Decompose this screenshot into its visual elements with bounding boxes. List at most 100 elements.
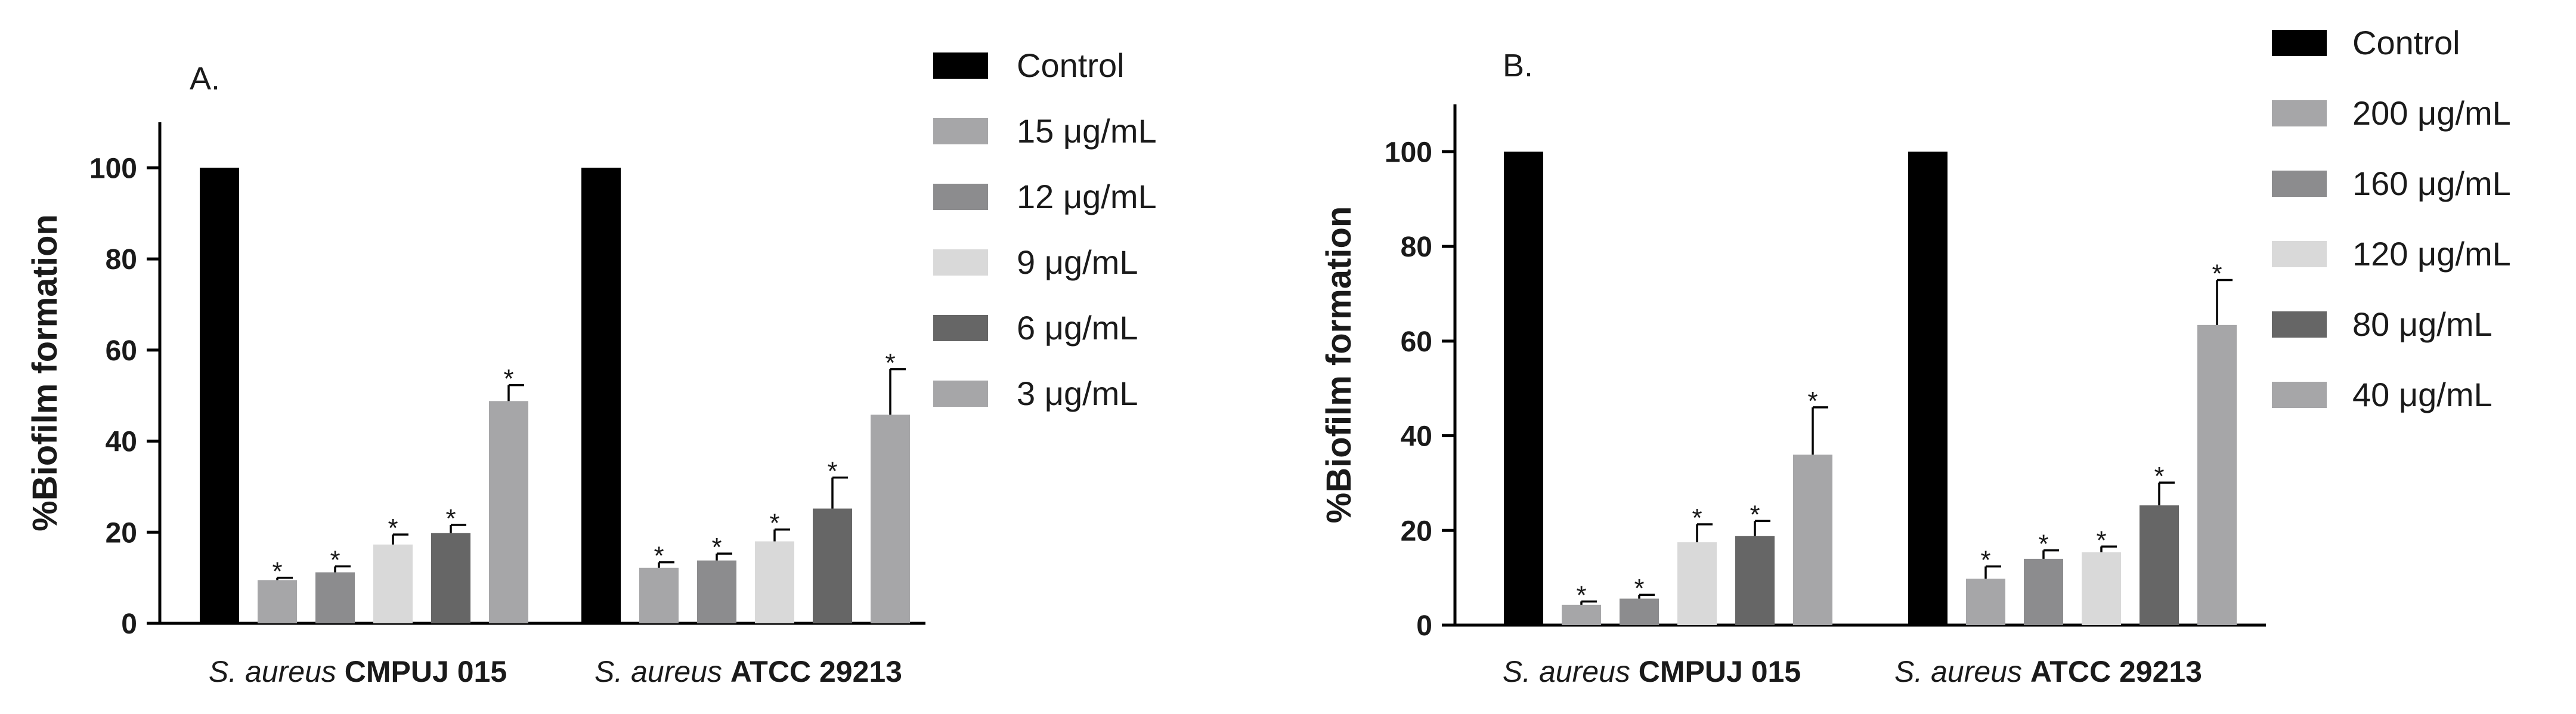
bar-6-g-ml xyxy=(813,508,852,623)
significance-marker: * xyxy=(711,533,722,562)
significance-marker: * xyxy=(1576,580,1586,610)
bar-15-g-ml xyxy=(258,580,297,623)
significance-marker: * xyxy=(885,348,895,378)
legend-swatch xyxy=(2272,311,2327,338)
legend-label: 80 μg/mL xyxy=(2352,305,2493,343)
significance-marker: * xyxy=(2212,259,2222,288)
y-tick-label: 40 xyxy=(106,426,137,458)
legend-label: Control xyxy=(1017,47,1125,84)
legend-swatch xyxy=(933,118,988,144)
bar-160-g-ml xyxy=(1620,598,1659,625)
y-tick-label: 20 xyxy=(1401,515,1432,547)
y-tick-label: 0 xyxy=(1416,610,1432,642)
significance-marker: * xyxy=(1750,500,1760,529)
significance-marker: * xyxy=(1980,546,1990,575)
significance-marker: * xyxy=(654,542,664,571)
legend-swatch xyxy=(2272,171,2327,197)
significance-marker: * xyxy=(2096,526,2106,555)
y-tick-label: 40 xyxy=(1401,421,1432,453)
bar-9-g-ml xyxy=(755,541,794,623)
legend-swatch xyxy=(933,315,988,341)
bar-80-g-ml xyxy=(2140,505,2179,625)
legend-label: 200 μg/mL xyxy=(2352,94,2511,132)
bar-9-g-ml xyxy=(373,544,413,623)
group-species: S. aureus xyxy=(1503,655,1630,688)
significance-marker: * xyxy=(1634,574,1644,603)
group-species: S. aureus xyxy=(209,655,336,688)
y-axis-label: %Biofilm formation xyxy=(26,214,64,531)
significance-marker: * xyxy=(330,546,340,575)
legend-label: 3 μg/mL xyxy=(1017,375,1138,412)
legend-swatch xyxy=(2272,382,2327,408)
y-tick-label: 60 xyxy=(106,335,137,367)
bar-120-g-ml xyxy=(2082,552,2121,625)
panel-label: B. xyxy=(1503,48,1533,84)
y-tick-label: 60 xyxy=(1401,326,1432,358)
bar-80-g-ml xyxy=(1735,536,1775,625)
significance-marker: * xyxy=(388,514,398,543)
bar-control xyxy=(1908,152,1948,625)
y-tick-label: 80 xyxy=(1401,231,1432,263)
legend: Control 200 μg/mL 160 μg/mL 120 μg/mL 80 μg/… xyxy=(2272,24,2511,413)
y-axis-label: %Biofilm formation xyxy=(1320,206,1358,524)
legend: Control 15 μg/mL 12 μg/mL 9 μg/mL 6 μg/mL 3 μ… xyxy=(933,47,1157,412)
significance-marker: * xyxy=(503,364,513,394)
bar-6-g-ml xyxy=(431,533,470,623)
significance-marker: * xyxy=(827,457,837,486)
significance-marker: * xyxy=(2154,462,2164,491)
legend-swatch xyxy=(2272,100,2327,126)
legend-swatch xyxy=(933,381,988,407)
legend-swatch xyxy=(2272,30,2327,56)
significance-marker: * xyxy=(1807,387,1818,416)
legend-label: 9 μg/mL xyxy=(1017,243,1138,281)
y-tick-label: 100 xyxy=(89,153,137,184)
group-strain: ATCC 29213 xyxy=(2030,655,2202,688)
chart-panel-a: A. %Biofilm formation 0 20 40 60 80 100 * * * * * S. … xyxy=(26,47,1157,688)
bar-3-g-ml xyxy=(871,415,910,623)
legend-label: 120 μg/mL xyxy=(2352,235,2511,273)
bar-12-g-ml xyxy=(315,572,355,623)
chart-panel-b: B. %Biofilm formation 0 20 40 60 80 100 * * * * * S. … xyxy=(1320,24,2511,688)
legend-label: 15 μg/mL xyxy=(1017,112,1157,150)
group-species: S. aureus xyxy=(1894,655,2022,688)
significance-marker: * xyxy=(769,509,779,538)
group-label: S. aureus CMPUJ 015 xyxy=(209,655,507,688)
legend-swatch xyxy=(2272,241,2327,267)
y-tick-label: 20 xyxy=(106,517,137,549)
bar-control xyxy=(200,168,239,623)
legend-label: 12 μg/mL xyxy=(1017,178,1157,215)
legend-label: Control xyxy=(2352,24,2460,61)
legend-label: 6 μg/mL xyxy=(1017,309,1138,347)
bar-control xyxy=(1504,152,1543,625)
bar-3-g-ml xyxy=(489,401,528,623)
group-strain: ATCC 29213 xyxy=(730,655,902,688)
y-tick-label: 80 xyxy=(106,244,137,276)
bar-15-g-ml xyxy=(639,567,679,623)
bar-40-g-ml xyxy=(1793,455,1832,625)
bar-120-g-ml xyxy=(1677,542,1717,625)
significance-marker: * xyxy=(2038,530,2048,559)
significance-marker: * xyxy=(445,504,456,533)
group-species: S. aureus xyxy=(595,655,722,688)
group-label: S. aureus ATCC 29213 xyxy=(1894,655,2202,688)
significance-marker: * xyxy=(1692,503,1702,533)
bar-200-g-ml xyxy=(1966,579,2005,625)
y-tick-label: 100 xyxy=(1385,137,1432,168)
legend-label: 40 μg/mL xyxy=(2352,376,2493,413)
group-label: S. aureus CMPUJ 015 xyxy=(1503,655,1801,688)
bar-200-g-ml xyxy=(1562,604,1601,625)
legend-swatch xyxy=(933,184,988,210)
bar-12-g-ml xyxy=(697,560,736,623)
y-tick-label: 0 xyxy=(121,608,137,640)
bar-160-g-ml xyxy=(2024,558,2063,625)
group-strain: CMPUJ 015 xyxy=(345,655,507,688)
legend-swatch xyxy=(933,52,988,79)
bar-control xyxy=(581,168,621,623)
legend-swatch xyxy=(933,249,988,276)
legend-label: 160 μg/mL xyxy=(2352,165,2511,202)
panel-label: A. xyxy=(190,61,220,97)
group-label: S. aureus ATCC 29213 xyxy=(595,655,902,688)
bar-40-g-ml xyxy=(2197,324,2237,625)
